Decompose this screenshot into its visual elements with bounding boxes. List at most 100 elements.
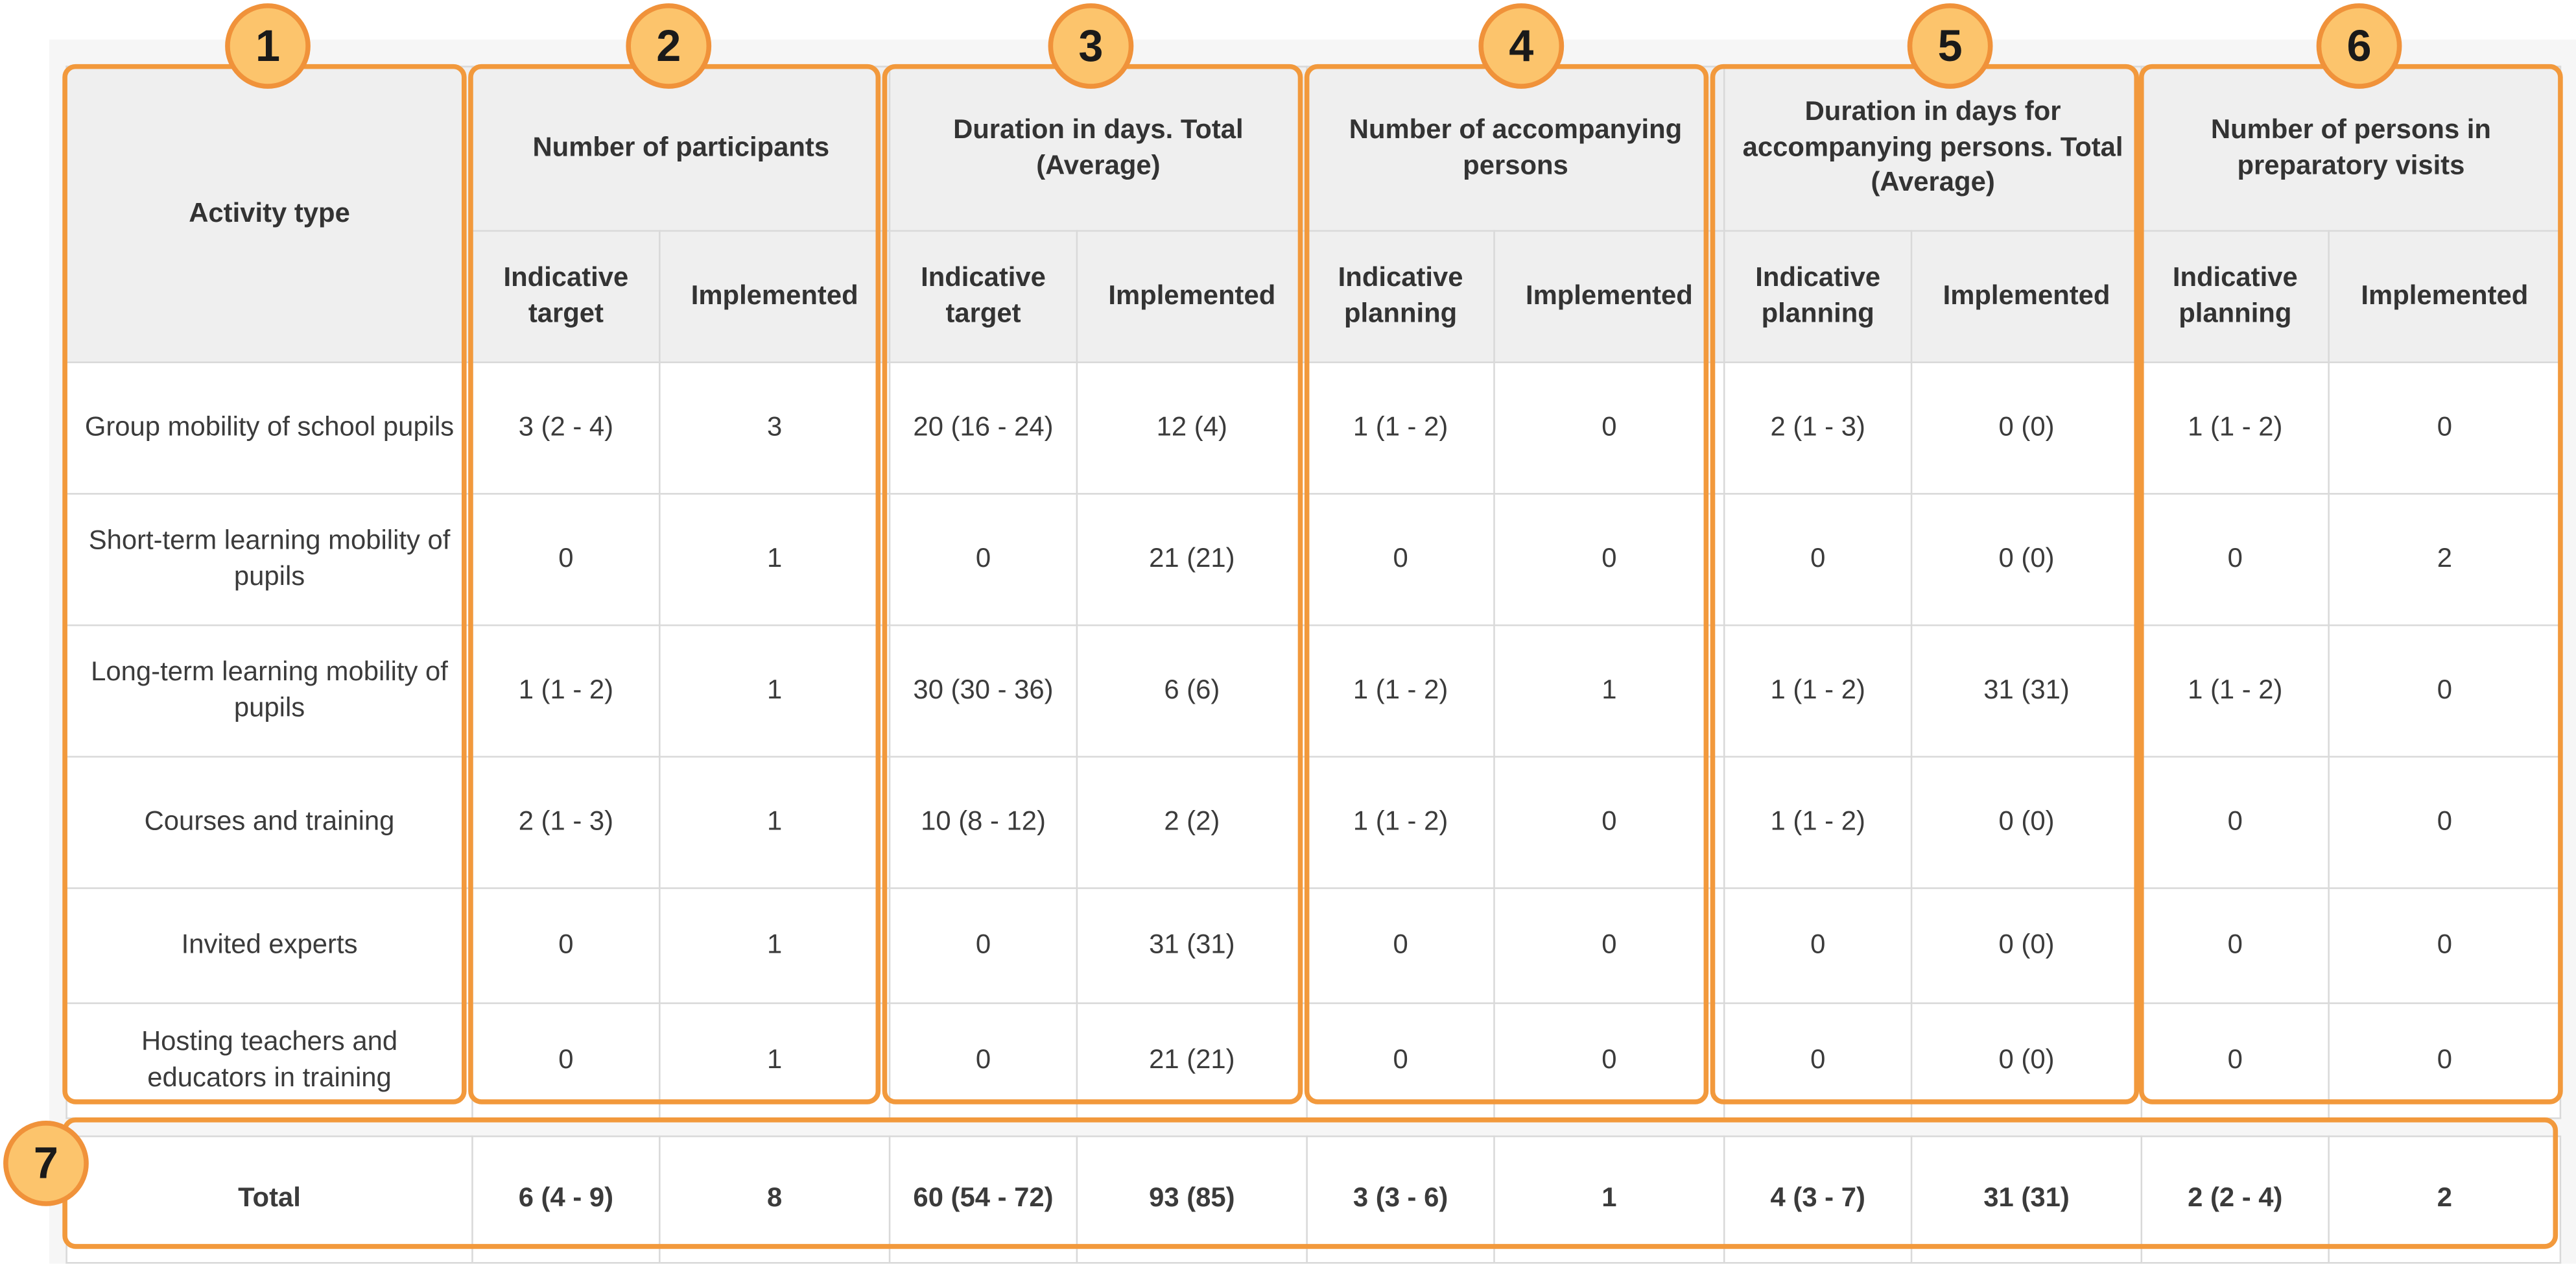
total-cell: 1 (1493, 1135, 1725, 1264)
activity-name: Courses and training (65, 756, 473, 889)
subheader-indicative: Indicative planning (2140, 230, 2330, 363)
number-badge: 2 (626, 3, 712, 89)
table-row: Short-term learning mobility of pupils 0… (65, 493, 2562, 626)
number-badge: 4 (1478, 3, 1565, 89)
subheader-implemented: Implemented (659, 230, 891, 363)
table-row: Invited experts 0 1 0 31 (31) 0 0 0 0 (0… (65, 887, 2562, 1005)
table-cell: 2 (1 - 3) (471, 756, 661, 889)
table-row: Hosting teachers and educators in traini… (65, 1002, 2562, 1119)
table-cell: 0 (0) (1910, 887, 2143, 1005)
table-cell: 0 (1493, 756, 1725, 889)
table-cell: 0 (1493, 1002, 1725, 1119)
total-row: Total 6 (4 - 9) 8 60 (54 - 72) 93 (85) 3… (65, 1135, 2562, 1264)
table-cell: 12 (4) (1076, 361, 1308, 495)
table-cell: 2 (2328, 493, 2562, 626)
number-badge: 5 (1907, 3, 1993, 89)
table-cell: 0 (1493, 361, 1725, 495)
total-cell: 2 (2 - 4) (2140, 1135, 2330, 1264)
table-cell: 0 (0) (1910, 756, 2143, 889)
activity-name: Short-term learning mobility of pupils (65, 493, 473, 626)
table-cell: 2 (1 - 3) (1723, 361, 1913, 495)
total-cell: 60 (54 - 72) (888, 1135, 1078, 1264)
table-cell: 1 (659, 624, 891, 758)
activity-name: Invited experts (65, 887, 473, 1005)
table-row: Long-term learning mobility of pupils 1 … (65, 624, 2562, 758)
table-cell: 0 (1493, 493, 1725, 626)
table-cell: 21 (21) (1076, 493, 1308, 626)
table-cell: 1 (659, 887, 891, 1005)
table-cell: 3 (2 - 4) (471, 361, 661, 495)
header-accompanying-persons: Number of accompanying persons (1306, 66, 1725, 232)
number-badge: 3 (1048, 3, 1134, 89)
table-cell: 3 (659, 361, 891, 495)
activity-name: Group mobility of school pupils (65, 361, 473, 495)
table-cell: 6 (6) (1076, 624, 1308, 758)
table-cell: 1 (659, 493, 891, 626)
number-badge: 1 (225, 3, 311, 89)
subheader-indicative: Indicative target (888, 230, 1078, 363)
header-row-sub: Indicative target Implemented Indicative… (67, 230, 2562, 363)
table-cell: 31 (31) (1910, 624, 2143, 758)
total-cell: 6 (4 - 9) (471, 1135, 661, 1264)
header-duration-days: Duration in days. Total (Average) (888, 66, 1308, 232)
header-accompanying-duration: Duration in days for accompanying person… (1723, 66, 2143, 232)
table-cell: 0 (2140, 887, 2330, 1005)
subheader-indicative: Indicative planning (1723, 230, 1913, 363)
table-cell: 0 (2328, 887, 2562, 1005)
subheader-implemented: Implemented (1493, 230, 1725, 363)
table-cell: 10 (8 - 12) (888, 756, 1078, 889)
activity-table: Activity type Number of participants Dur… (65, 66, 2562, 1264)
subheader-implemented: Implemented (1910, 230, 2143, 363)
activity-name: Hosting teachers and educators in traini… (65, 1002, 473, 1119)
table-row: Courses and training 2 (1 - 3) 1 10 (8 -… (65, 756, 2562, 889)
table-cell: 1 (1 - 2) (471, 624, 661, 758)
table-cell: 0 (1306, 493, 1495, 626)
total-cell: 93 (85) (1076, 1135, 1308, 1264)
table-cell: 0 (888, 1002, 1078, 1119)
table-cell: 0 (2328, 361, 2562, 495)
table-cell: 0 (2328, 756, 2562, 889)
subheader-implemented: Implemented (1076, 230, 1308, 363)
table-cell: 31 (31) (1076, 887, 1308, 1005)
table-cell: 0 (1306, 1002, 1495, 1119)
subheader-indicative: Indicative planning (1306, 230, 1495, 363)
table-cell: 0 (471, 887, 661, 1005)
activity-name: Long-term learning mobility of pupils (65, 624, 473, 758)
table-cell: 30 (30 - 36) (888, 624, 1078, 758)
table-cell: 0 (1723, 1002, 1913, 1119)
table-cell: 0 (1723, 493, 1913, 626)
header-preparatory-visits: Number of persons in preparatory visits (2140, 66, 2562, 232)
table-cell: 1 (1 - 2) (1723, 756, 1913, 889)
header-row-groups: Activity type Number of participants Dur… (65, 66, 2562, 363)
table-row: Group mobility of school pupils 3 (2 - 4… (65, 361, 2562, 495)
table-cell: 20 (16 - 24) (888, 361, 1078, 495)
table-cell: 0 (2328, 624, 2562, 758)
table-cell: 1 (1 - 2) (1306, 361, 1495, 495)
total-label: Total (65, 1135, 473, 1264)
table-cell: 1 (659, 1002, 891, 1119)
table-gap (66, 1117, 2561, 1138)
table-cell: 1 (659, 756, 891, 889)
table-cell: 0 (1723, 887, 1913, 1005)
table-cell: 0 (1306, 887, 1495, 1005)
table-cell: 1 (1 - 2) (2140, 624, 2330, 758)
header-number-of-participants: Number of participants (471, 66, 891, 232)
table-cell: 0 (2328, 1002, 2562, 1119)
table-cell: 0 (0) (1910, 493, 2143, 626)
table-cell: 1 (1 - 2) (1306, 624, 1495, 758)
table-cell: 0 (471, 493, 661, 626)
number-badge: 7 (3, 1121, 89, 1206)
table-cell: 1 (1 - 2) (2140, 361, 2330, 495)
table-cell: 0 (888, 493, 1078, 626)
table-cell: 2 (2) (1076, 756, 1308, 889)
table-cell: 0 (0) (1910, 361, 2143, 495)
total-cell: 3 (3 - 6) (1306, 1135, 1495, 1264)
total-cell: 4 (3 - 7) (1723, 1135, 1913, 1264)
table-cell: 1 (1493, 624, 1725, 758)
header-activity-type: Activity type (65, 66, 473, 363)
table-cell: 0 (2140, 493, 2330, 626)
total-cell: 8 (659, 1135, 891, 1264)
total-cell: 31 (31) (1910, 1135, 2143, 1264)
subheader-indicative: Indicative target (471, 230, 661, 363)
